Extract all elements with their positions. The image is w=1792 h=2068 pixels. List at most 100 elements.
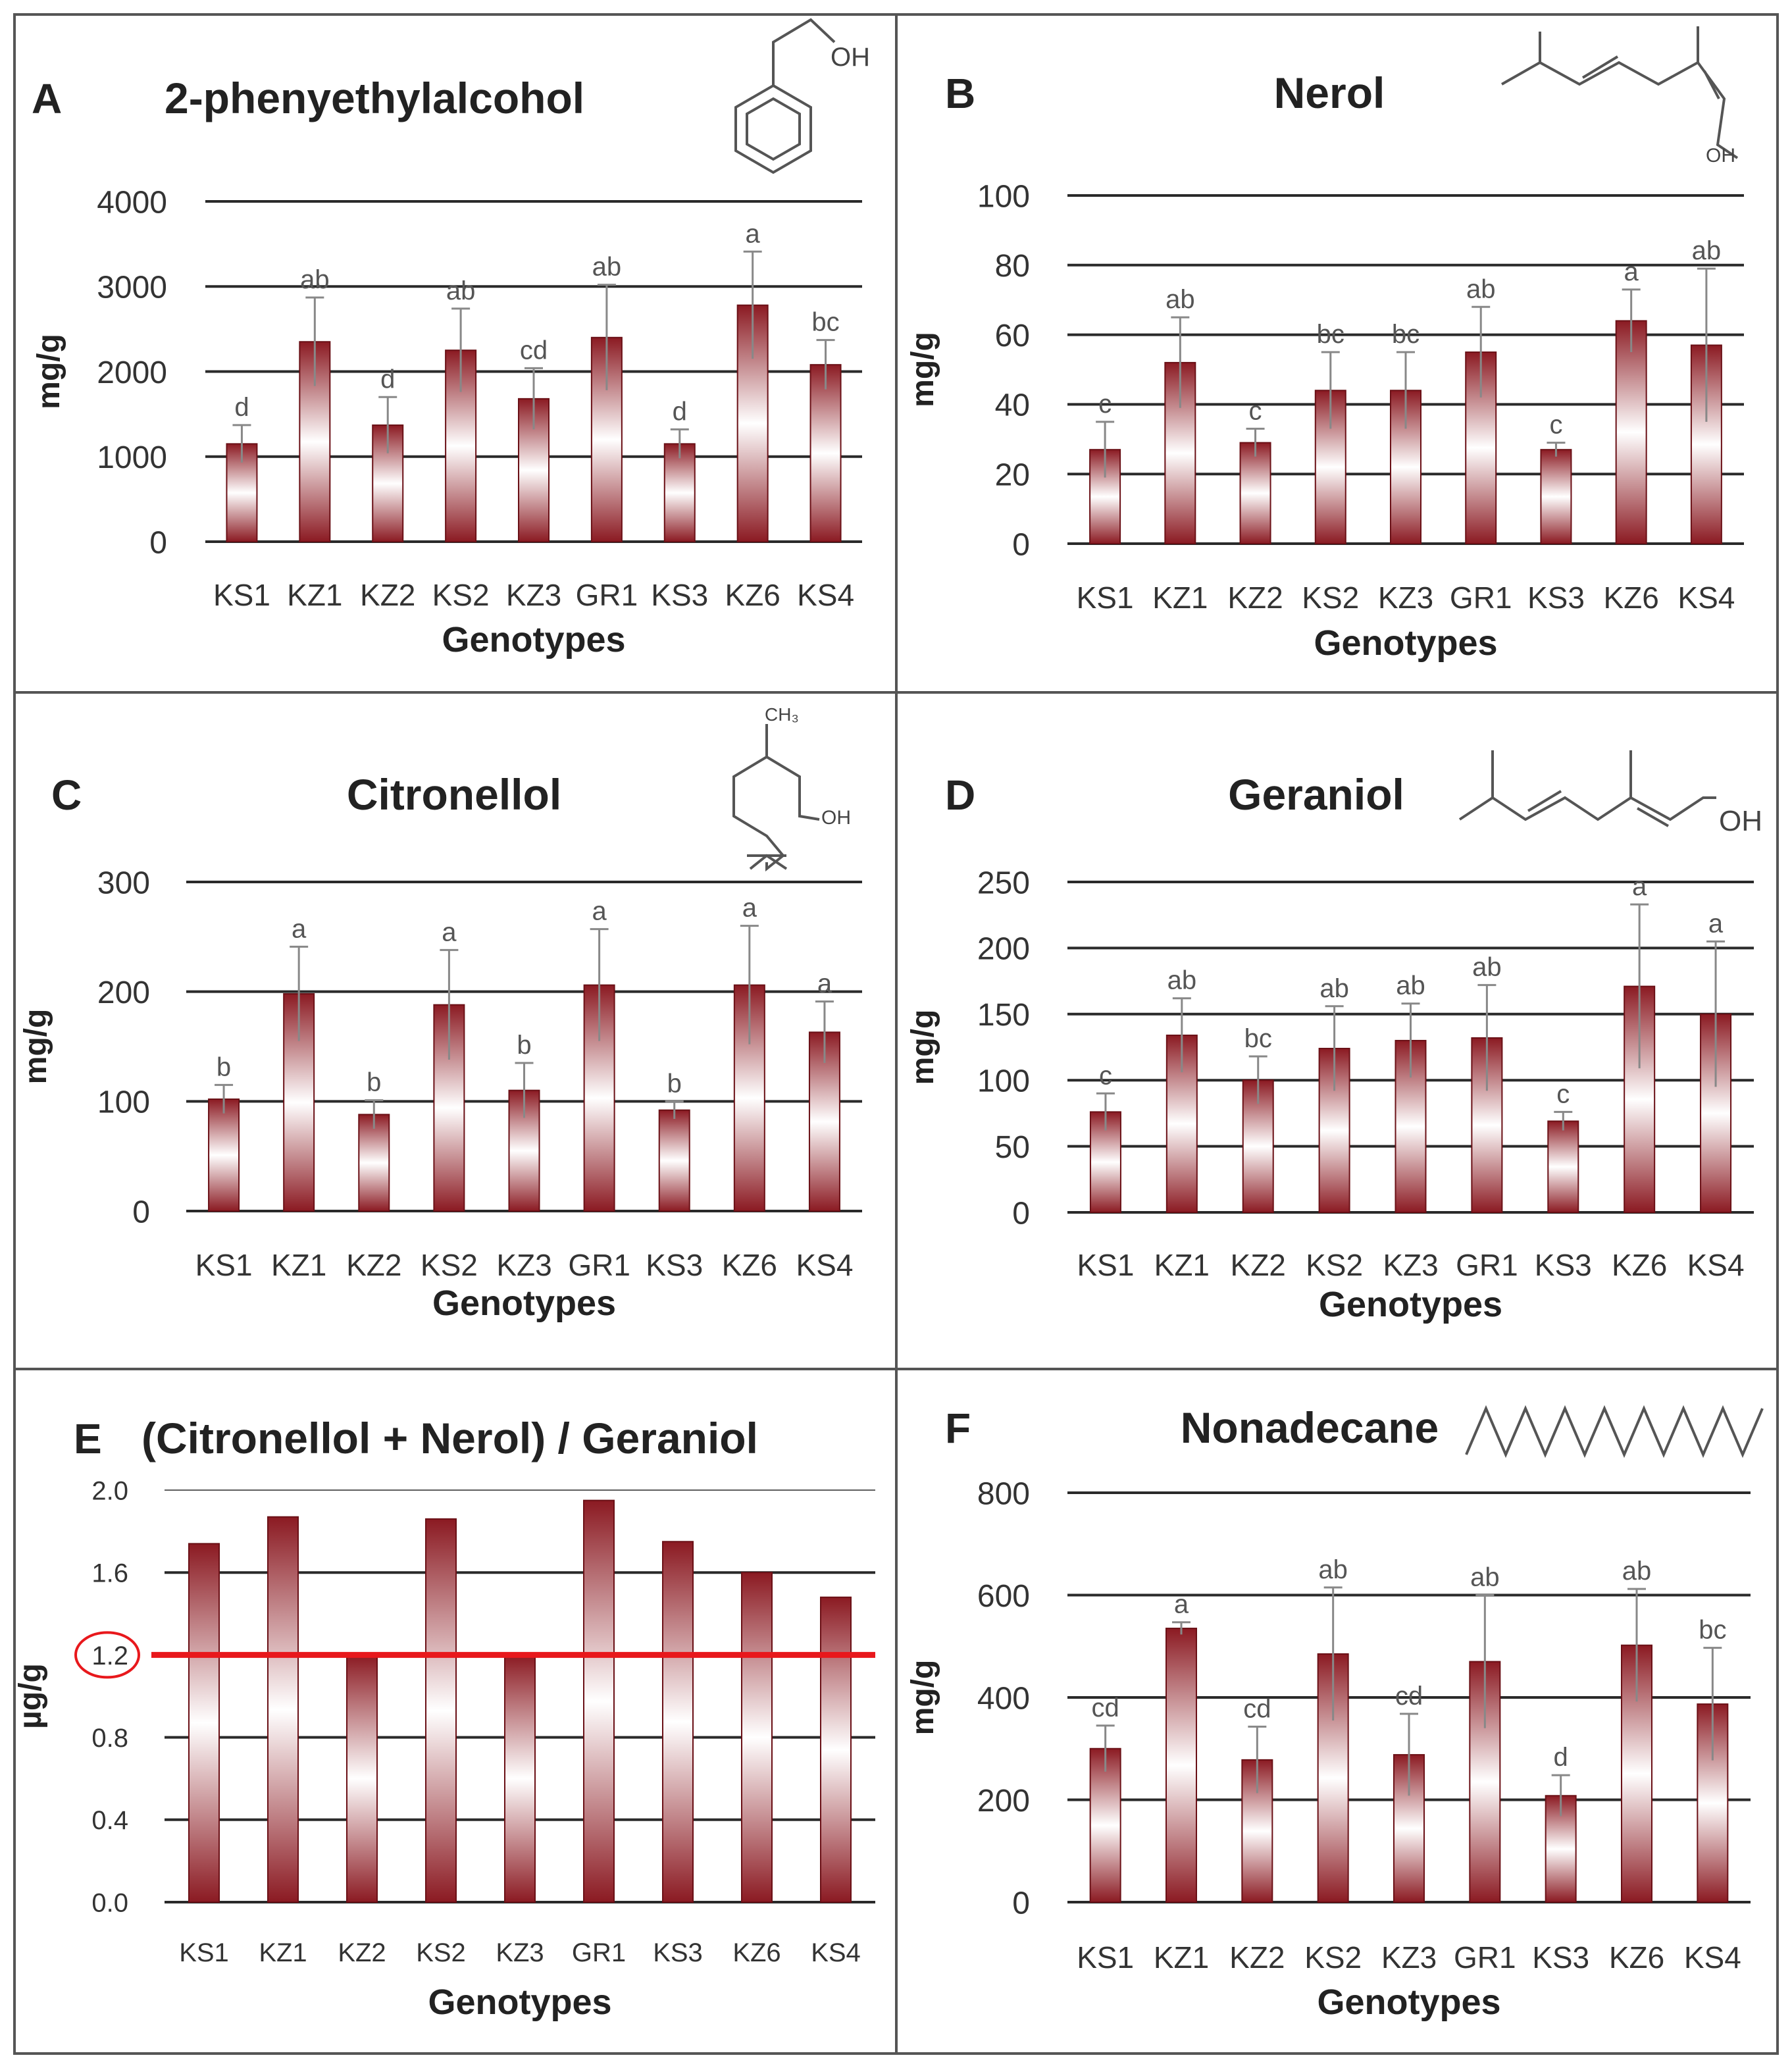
chart-b-xtick-label: KZ6 — [1603, 581, 1658, 615]
chart-d-xtick-label: KZ3 — [1383, 1248, 1438, 1282]
chart-f-significance-letter: ab — [1622, 1557, 1652, 1586]
chart-d-significance-letter: ab — [1472, 953, 1502, 982]
chart-f-yaxis-label: mg/g — [906, 1660, 940, 1736]
nonadecane-structure-icon — [1465, 1405, 1764, 1459]
nerol-structure-icon — [1501, 26, 1739, 159]
chart-a-bar — [663, 443, 696, 542]
chart-e-bar — [820, 1596, 852, 1903]
chart-c-significance-letter: b — [217, 1052, 231, 1081]
chart-a-significance-letter: d — [234, 393, 249, 422]
chart-b-xtick-label: KS1 — [1077, 581, 1134, 615]
chart-c-bar — [433, 1004, 465, 1212]
panel-e-title: (Citronellol + Nerol) / Geraniol — [141, 1414, 758, 1462]
chart-e-ytick-label: 1.6 — [91, 1559, 128, 1588]
chart-d-significance-letter: ab — [1396, 971, 1425, 1000]
chart-f-significance-letter: cd — [1395, 1682, 1423, 1711]
chart-a-ytick-label: 0 — [149, 525, 167, 560]
chart-c-xaxis-label: Genotypes — [432, 1283, 616, 1323]
panel-b-label: B — [945, 70, 975, 117]
chart-a-xaxis-label: Genotypes — [442, 620, 625, 659]
chart-b-significance-letter: bc — [1317, 320, 1344, 349]
chart-e-xtick-label: KZ1 — [259, 1938, 307, 1967]
chart-a-ytick-label: 1000 — [97, 440, 167, 475]
chart-e-ytick-label: 0.0 — [91, 1888, 128, 1917]
chart-b-xtick-label: KZ2 — [1227, 581, 1283, 615]
panel-d: D Geraniol OH 0 50 100 150 200 250 c KS1 ab KZ1 bc… — [906, 750, 1762, 1324]
chart-c-ytick-label: 300 — [97, 866, 150, 900]
chart-e-bar — [425, 1518, 457, 1903]
chart-b-ytick-label: 0 — [1012, 527, 1030, 562]
chart-a-significance-letter: cd — [520, 336, 548, 365]
chart-c-xtick-label: GR1 — [568, 1248, 630, 1282]
chart-c-xtick-label: KS1 — [195, 1248, 253, 1282]
panel-f-title: Nonadecane — [1181, 1403, 1439, 1452]
chart-d-significance-letter: c — [1556, 1079, 1570, 1108]
panel-a-title: 2-phenyethylalcohol — [165, 74, 584, 122]
methyl-label: CH₃ — [765, 704, 799, 725]
panel-d-label: D — [945, 771, 975, 819]
chart-d-significance-letter: c — [1099, 1061, 1112, 1090]
chart-e-xtick-label: KZ6 — [732, 1938, 781, 1967]
chart-b-significance-letter: ab — [1692, 236, 1722, 265]
chart-c-xtick-label: KZ6 — [722, 1248, 777, 1282]
citronellol-structure-icon — [732, 724, 820, 872]
chart-a-xtick-label: KZ6 — [725, 578, 780, 612]
chart-a-xtick-label: KS3 — [651, 578, 708, 612]
chart-f-significance-letter: a — [1174, 1590, 1189, 1619]
chart-a-significance-letter: a — [746, 219, 761, 248]
chart-d-xtick-label: KS4 — [1687, 1248, 1745, 1282]
chart-e-bar — [188, 1543, 220, 1903]
chart-b-significance-letter: c — [1249, 396, 1262, 425]
chart-f-xaxis-label: Genotypes — [1317, 1982, 1500, 2022]
geraniol-structure-icon — [1458, 750, 1716, 827]
chart-d-significance-letter: ab — [1167, 966, 1197, 995]
chart-d-ytick-label: 50 — [995, 1130, 1030, 1165]
chart-e-ytick-label: 0.8 — [91, 1724, 128, 1753]
chart-c-significance-letter: a — [592, 897, 607, 926]
chart-d-xaxis-label: Genotypes — [1319, 1285, 1502, 1324]
chart-c-xtick-label: KZ1 — [271, 1248, 326, 1282]
chart-b-ytick-label: 60 — [995, 319, 1030, 353]
chart-e-xtick-label: KZ3 — [496, 1938, 544, 1967]
chart-d-ytick-label: 100 — [977, 1064, 1030, 1099]
chart-c-bar — [658, 1109, 690, 1212]
chart-b-significance-letter: c — [1549, 411, 1562, 440]
chart-d-xtick-label: KZ1 — [1154, 1248, 1210, 1282]
chart-c-significance-letter: b — [667, 1069, 682, 1098]
panel-f: F Nonadecane 0 200 400 600 800 cd KS1 a KZ1 cd KZ2… — [906, 1403, 1764, 2022]
chart-c-significance-letter: a — [742, 894, 757, 923]
chart-f-ytick-label: 0 — [1012, 1886, 1030, 1921]
chart-e-ytick-label: 2.0 — [91, 1476, 128, 1505]
chart-f-ytick-label: 800 — [977, 1476, 1030, 1511]
chart-a-xtick-label: GR1 — [576, 578, 638, 612]
chart-d-ytick-label: 0 — [1012, 1196, 1030, 1231]
chart-a-significance-letter: d — [673, 397, 687, 426]
chart-d-ytick-label: 250 — [977, 866, 1030, 900]
chart-c-xtick-label: KZ2 — [346, 1248, 401, 1282]
chart-f-significance-letter: cd — [1092, 1693, 1119, 1722]
chart-d-bar — [1547, 1120, 1579, 1213]
chart-d-xtick-label: KZ2 — [1231, 1248, 1286, 1282]
chart-b-ytick-label: 80 — [995, 249, 1030, 284]
chart-e-xtick-label: KS1 — [179, 1938, 229, 1967]
panel-f-label: F — [945, 1405, 971, 1452]
panel-c: C Citronellol CH₃ OH 0 100 200 300 b KS1 a KZ1 b… — [18, 704, 862, 1323]
chart-d-xtick-label: KS1 — [1077, 1248, 1134, 1282]
chart-c-significance-letter: b — [367, 1068, 381, 1097]
chart-e-xaxis-label: Genotypes — [428, 1982, 611, 2022]
panel-c-label: C — [51, 771, 82, 819]
chart-a-xtick-label: KZ2 — [360, 578, 415, 612]
chart-f-significance-letter: d — [1554, 1743, 1568, 1772]
chart-f-xtick-label: GR1 — [1454, 1940, 1516, 1975]
chart-c-yaxis-label: mg/g — [18, 1009, 53, 1085]
chart-b-bar — [1615, 320, 1647, 544]
chart-e-bar — [741, 1572, 773, 1903]
chart-b-ytick-label: 20 — [995, 457, 1030, 492]
chart-f-plot: 0 200 400 600 800 cd KS1 a KZ1 cd KZ2 ab KS2 cd KZ3 ab G… — [906, 1476, 1751, 2022]
chart-e-xtick-label: KS3 — [653, 1938, 703, 1967]
chart-d-yaxis-label: mg/g — [906, 1010, 940, 1085]
chart-f-xtick-label: KZ1 — [1154, 1940, 1209, 1975]
chart-f-xtick-label: KZ3 — [1381, 1940, 1437, 1975]
chart-b-ytick-label: 100 — [977, 179, 1030, 214]
chart-f-ytick-label: 400 — [977, 1681, 1030, 1716]
